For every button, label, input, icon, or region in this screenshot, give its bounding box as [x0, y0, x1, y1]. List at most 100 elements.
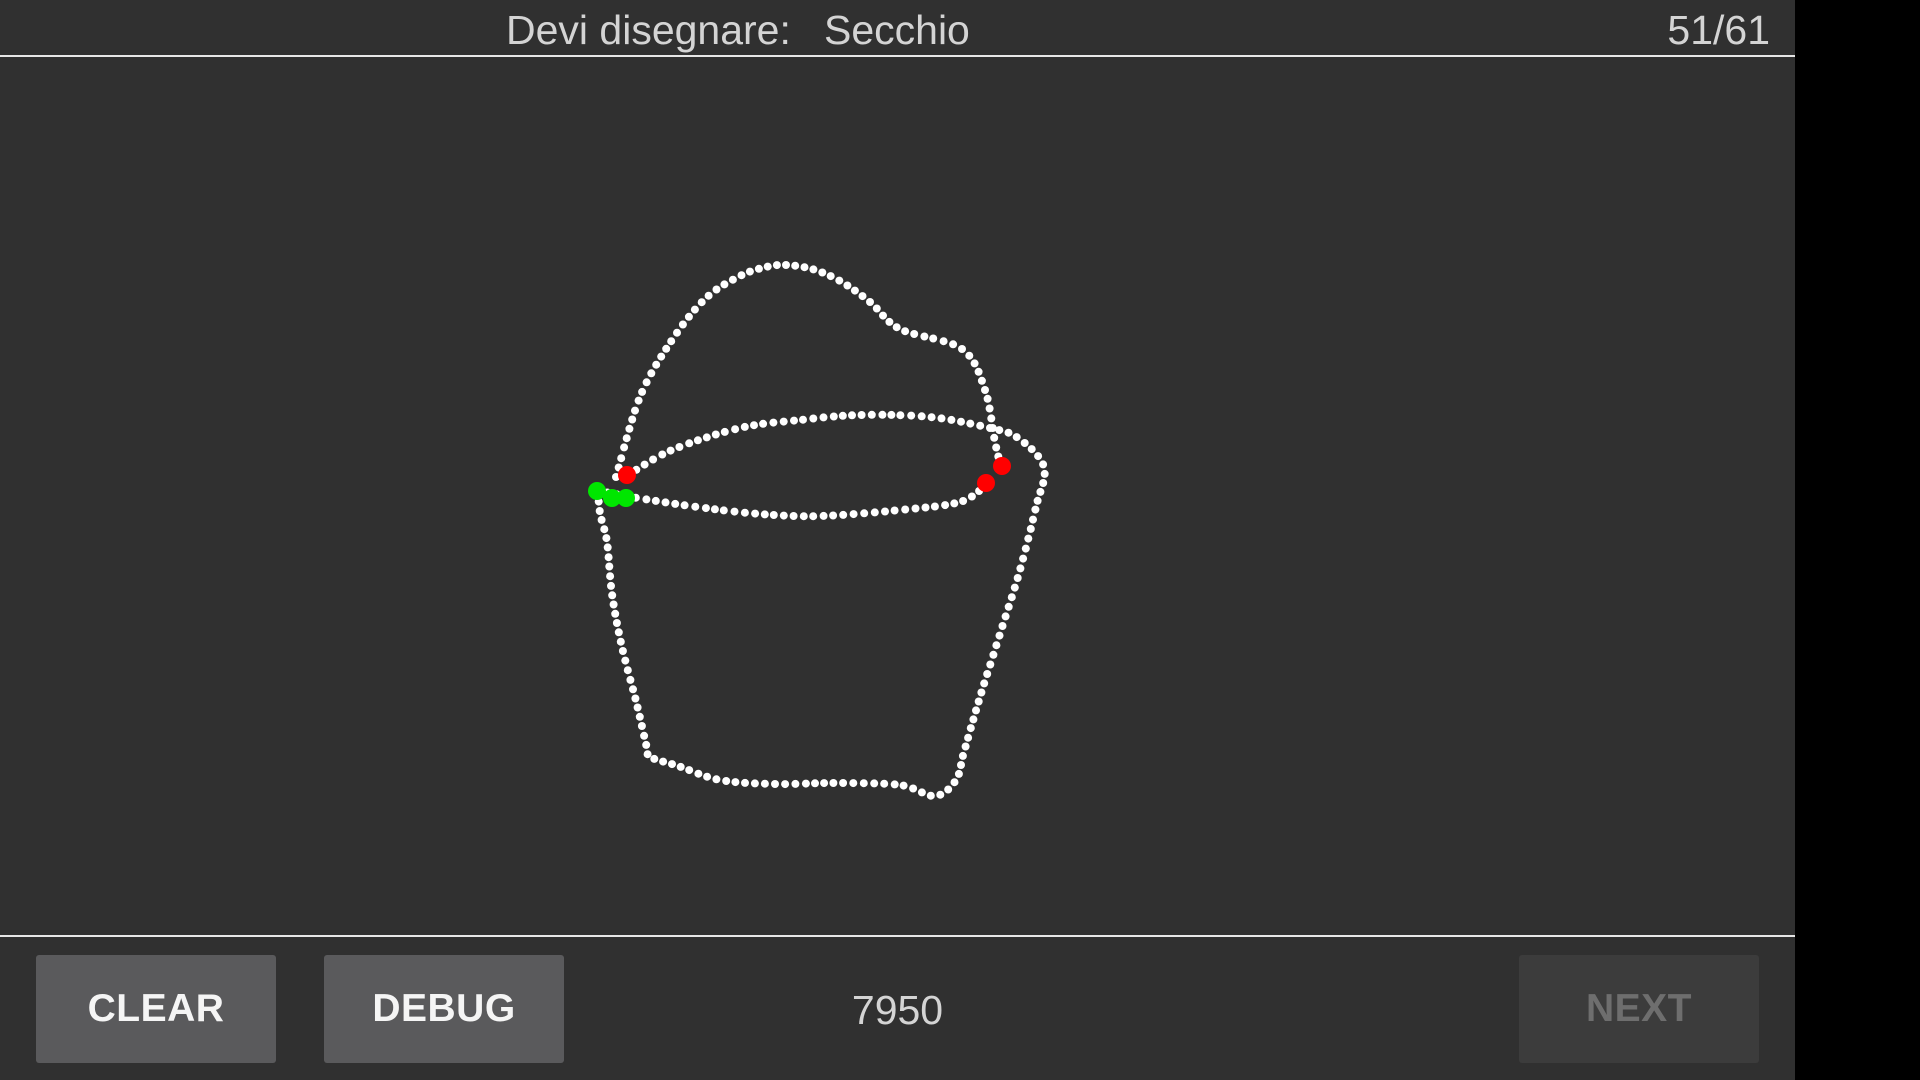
stroke-dot: [671, 499, 680, 508]
stroke-dot: [1007, 593, 1016, 602]
stroke-dot: [967, 492, 976, 501]
stroke-dot: [690, 305, 699, 314]
stroke-dot: [986, 660, 995, 669]
stroke-dot: [631, 694, 640, 703]
stroke-dot: [1039, 479, 1048, 487]
stroke-dot: [667, 337, 676, 346]
stroke-dot: [618, 647, 627, 655]
stroke-dot: [605, 562, 614, 571]
stroke-dot: [881, 507, 889, 516]
stroke-dot: [835, 276, 844, 285]
header-bar: Devi disegnare: Secchio 51/61: [0, 0, 1795, 57]
stroke-dot: [1024, 534, 1033, 543]
stroke-dot: [819, 511, 828, 520]
stroke-dot: [622, 434, 631, 443]
debug-button[interactable]: DEBUG: [324, 955, 564, 1063]
stroke-dot: [896, 411, 905, 420]
stroke-dot: [720, 427, 729, 436]
stroke-dot: [799, 415, 807, 424]
stroke-dot: [1033, 496, 1042, 505]
stroke-dot: [710, 505, 719, 514]
stroke-dot: [603, 543, 612, 552]
stroke-dot: [763, 262, 772, 271]
stroke-dot: [1040, 469, 1049, 478]
stroke-dot: [772, 261, 781, 270]
stroke-dot: [1013, 574, 1022, 582]
stroke-dot: [969, 715, 978, 724]
stroke-dot: [731, 778, 740, 787]
stroke-dot: [872, 304, 881, 313]
stroke-dot: [899, 781, 908, 790]
stroke-dot: [936, 790, 945, 799]
stroke-dot: [965, 351, 974, 360]
stroke-dot: [910, 330, 919, 338]
stroke-dot: [920, 332, 929, 341]
stroke-dot: [878, 410, 887, 419]
stroke-dot: [1001, 612, 1010, 621]
stroke-dot: [949, 340, 958, 349]
stroke-dot: [608, 591, 617, 600]
stroke-dot: [642, 378, 651, 387]
stroke-dot: [820, 779, 829, 788]
stroke-dot: [983, 670, 992, 678]
stroke-dot: [950, 499, 959, 508]
stroke-dot: [629, 685, 637, 694]
stroke-dot: [859, 779, 868, 788]
stroke-dot: [909, 784, 918, 793]
stroke-dot: [640, 731, 649, 740]
stroke-dot: [642, 740, 651, 749]
stroke-dot: [921, 503, 930, 512]
stroke-dot: [939, 337, 948, 346]
stroke-dot: [614, 628, 623, 637]
stroke-dot: [760, 510, 769, 519]
stroke-dot: [643, 750, 652, 759]
stroke-dot: [839, 510, 848, 519]
stroke-dot: [675, 443, 684, 451]
stroke-dot: [701, 504, 710, 513]
stroke-dot: [650, 754, 659, 763]
clear-button[interactable]: CLEAR: [36, 955, 276, 1063]
next-button[interactable]: NEXT: [1519, 955, 1759, 1063]
stroke-dot: [930, 502, 939, 511]
stroke-dot: [745, 267, 754, 276]
stroke-dot: [972, 706, 980, 715]
target-word: Secchio: [824, 7, 970, 53]
stroke-dot: [880, 779, 889, 788]
stroke-dot: [1029, 515, 1037, 524]
stroke-dot: [642, 495, 651, 504]
app-screen: Devi disegnare: Secchio 51/61 CLEAR DEBU…: [0, 0, 1795, 1080]
stroke-dot: [754, 264, 763, 273]
stroke-dot: [704, 291, 713, 300]
stroke-dot: [1020, 439, 1029, 447]
stroke-dot: [857, 411, 866, 419]
stroke-dot: [809, 414, 818, 423]
stroke-dot: [990, 433, 999, 442]
stroke-dot: [917, 412, 926, 421]
drawing-canvas[interactable]: [0, 57, 1795, 935]
stroke-dot: [966, 724, 975, 733]
drawing-surface[interactable]: [0, 57, 1795, 935]
stroke-end-marker: [993, 457, 1011, 475]
stroke-dot: [1036, 487, 1045, 496]
stroke-dot: [850, 286, 859, 295]
stroke-dot: [633, 703, 642, 712]
stroke-dot: [980, 679, 989, 688]
stroke-dot: [987, 414, 996, 423]
stroke-dot: [890, 780, 899, 789]
stroke-dot: [779, 417, 788, 426]
stroke-dot: [819, 413, 828, 422]
stroke-dot: [983, 394, 992, 403]
stroke-dot: [791, 779, 800, 788]
bucket-handle-stroke: [612, 261, 1005, 481]
stroke-dot: [992, 641, 1001, 650]
stroke-dot: [1012, 433, 1021, 442]
stroke-dot: [607, 581, 615, 590]
stroke-dot: [998, 622, 1007, 630]
stroke-dot: [722, 777, 731, 785]
stroke-dot: [666, 446, 675, 455]
stroke-dot: [976, 421, 985, 430]
stroke-dot: [858, 292, 867, 301]
stroke-dot: [849, 779, 858, 788]
stroke-dot: [911, 504, 920, 513]
stroke-dot: [985, 404, 994, 413]
